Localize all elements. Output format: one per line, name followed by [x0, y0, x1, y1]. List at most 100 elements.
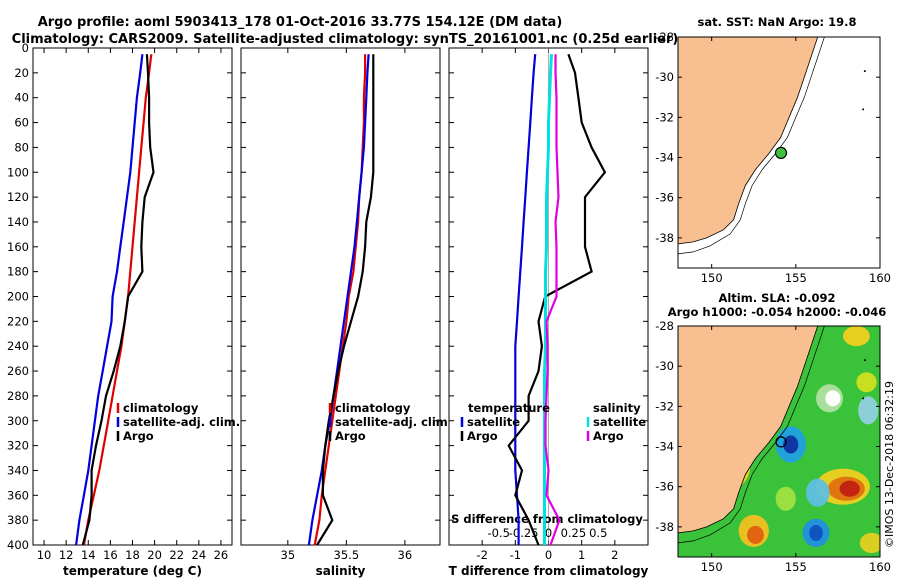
salinity-xtick-label: 36 — [398, 548, 413, 562]
salinity-xtick-label: 35.5 — [334, 548, 360, 562]
sla-anomaly-4 — [783, 435, 799, 454]
temperature-legend-climatology-label: climatology — [123, 401, 199, 415]
sst-map-ytick-label: -30 — [655, 70, 674, 84]
sla-map-xtick-label: 160 — [869, 560, 891, 574]
sal-diff-satellite-line — [543, 54, 553, 545]
sla-anomaly-10 — [825, 390, 841, 407]
sla-anomaly-17 — [809, 524, 823, 541]
depth-tick-label: 300 — [7, 414, 29, 428]
sla-map-title: Altim. SLA: -0.092 — [718, 291, 835, 305]
temperature-xtick-label: 24 — [192, 548, 207, 562]
legend-temp-argo-label: Argo — [467, 429, 498, 443]
legend-sal-satellite-label: satellite — [593, 415, 646, 429]
temperature-xtick-label: 26 — [214, 548, 229, 562]
difference-xtick-label: 1 — [578, 548, 585, 562]
temperature-panel: 0 20 40 60 80 100 120 140 160 180 200 220 240 260 280 3… — [7, 41, 240, 578]
sal-diff-argo-line — [544, 54, 561, 546]
sla-map-land — [677, 325, 819, 534]
sla-anomaly-12 — [856, 372, 877, 393]
depth-tick-label: 120 — [7, 190, 29, 204]
salinity-series-0 — [313, 54, 367, 546]
sla-map-ytick-label: -32 — [655, 399, 674, 413]
salinity-legend-satellite-label: satellite-adj. clim. — [335, 415, 452, 429]
legend-temperature-heading: temperature — [468, 401, 550, 415]
temperature-xtick-label: 18 — [125, 548, 140, 562]
sla-map-xtick-label: 155 — [785, 560, 807, 574]
sla-anomaly-21 — [859, 532, 880, 553]
sst-map-ytick-label: -32 — [655, 110, 674, 124]
salinity-diff-axis-label: S difference from climatology — [451, 512, 643, 526]
temperature-series-2 — [81, 54, 155, 546]
temperature-xtick-label: 22 — [169, 548, 184, 562]
copyright-text: ©IMOS 13-Dec-2018 06:32:19 — [883, 381, 896, 548]
sla-anomaly-18 — [775, 486, 796, 511]
salinity-legend-climatology-label: climatology — [335, 401, 411, 415]
legend-sal-argo-label: Argo — [593, 429, 624, 443]
salinity-frame — [240, 47, 441, 546]
sst-map-ytick-label: -28 — [655, 30, 674, 44]
sla-anomaly-15 — [747, 525, 764, 544]
legend-temp-satellite-label: satellite — [467, 415, 520, 429]
sst-map-ytick-label: -36 — [655, 191, 674, 205]
temperature-legend-satellite-label: satellite-adj. clim. — [123, 415, 240, 429]
sst-map-island — [862, 108, 865, 111]
sla-map-ytick-label: -36 — [655, 480, 674, 494]
temperature-xtick-label: 12 — [59, 548, 74, 562]
temperature-legend-argo-label: Argo — [123, 429, 154, 443]
depth-tick-label: 360 — [7, 488, 29, 502]
salinity-diff-tick-label: 0 — [545, 526, 552, 540]
depth-tick-label: 340 — [7, 463, 29, 477]
temperature-series-1 — [75, 54, 144, 546]
salinity-diff-tick-label: -0.5 — [488, 526, 510, 540]
temperature-xtick-label: 14 — [81, 548, 96, 562]
sst-map-frame — [677, 36, 881, 269]
depth-tick-label: 140 — [7, 215, 29, 229]
sst-map-ytick-label: -38 — [655, 231, 674, 245]
legend-salinity-heading: salinity — [593, 401, 641, 415]
depth-tick-label: 400 — [7, 538, 29, 552]
sla-anomaly-7 — [839, 480, 860, 497]
temp-diff-satellite-line — [514, 54, 537, 545]
salinity-diff-tick-label: -0.25 — [509, 526, 539, 540]
depth-tick-label: 20 — [14, 66, 29, 80]
sla-map-ytick-label: -34 — [655, 440, 674, 454]
sla-map-island — [863, 359, 866, 362]
depth-tick-label: 100 — [7, 165, 29, 179]
salinity-diff-tick-label: 0.25 — [561, 526, 587, 540]
title-line-1: Argo profile: aoml 5903413_178 01-Oct-20… — [38, 15, 563, 30]
sla-map-frame — [677, 325, 881, 558]
sla-map-island — [862, 397, 865, 400]
difference-xtick-label: -1 — [510, 548, 521, 562]
sst-map-panel: sat. SST: NaN Argo: 19.8 -28 -30 -32 -34 -36 -… — [655, 15, 891, 285]
depth-tick-label: 60 — [14, 116, 29, 130]
salinity-xtick-label: 35 — [281, 548, 296, 562]
temperature-xtick-label: 20 — [147, 548, 162, 562]
sla-anomaly-8 — [805, 478, 830, 507]
sla-map-argo-float-marker — [775, 436, 787, 448]
depth-tick-label: 260 — [7, 364, 29, 378]
sla-map-ytick-label: -30 — [655, 359, 674, 373]
depth-tick-label: 0 — [22, 41, 29, 55]
sla-anomaly-19 — [842, 326, 870, 347]
depth-tick-label: 160 — [7, 240, 29, 254]
sst-map-xtick-label: 155 — [785, 271, 807, 285]
depth-tick-label: 220 — [7, 314, 29, 328]
sla-map-ytick-label: -38 — [655, 520, 674, 534]
temperature-xlabel: temperature (deg C) — [63, 564, 202, 578]
salinity-diff-tick-label: 0.5 — [589, 526, 607, 540]
depth-tick-label: 180 — [7, 265, 29, 279]
salinity-series-2 — [316, 54, 375, 546]
difference-xtick-label: 0 — [545, 548, 552, 562]
depth-tick-label: 200 — [7, 290, 29, 304]
depth-tick-label: 280 — [7, 389, 29, 403]
difference-panel: -2 -1 0 1 2 -0.5-0.25 0 0.25 0.5S difference fro… — [448, 47, 649, 578]
sst-map-title: sat. SST: NaN Argo: 19.8 — [697, 15, 856, 29]
depth-tick-label: 380 — [7, 513, 29, 527]
temperature-frame — [32, 47, 233, 546]
depth-tick-label: 40 — [14, 91, 29, 105]
sst-map-xtick-label: 150 — [701, 271, 723, 285]
title-line-2: Climatology: CARS2009. Satellite-adjuste… — [12, 32, 679, 47]
